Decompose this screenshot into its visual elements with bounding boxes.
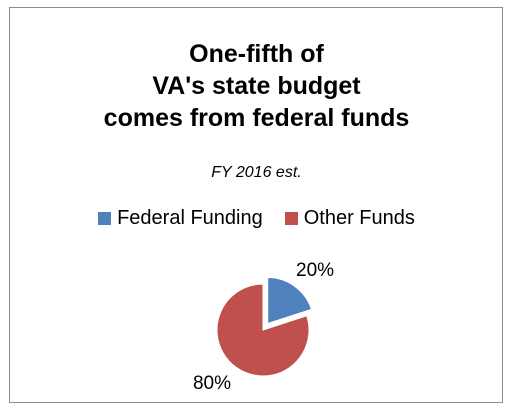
chart-subtitle: FY 2016 est. — [211, 164, 302, 181]
pie-slice-federal-funding — [267, 277, 313, 325]
chart-title-line-1: One-fifth of — [189, 40, 324, 68]
pie-slice-other-funds — [216, 283, 310, 377]
chart-title-line-3: comes from federal funds — [103, 104, 410, 132]
chart-title-line-2: VA's state budget — [152, 72, 361, 100]
legend-swatch-federal-funding — [98, 211, 112, 225]
legend-swatch-other-funds — [284, 211, 298, 225]
chart-title: One-fifth of VA's state budget comes fro… — [0, 38, 513, 134]
legend-item-federal-funding: Federal Funding — [98, 206, 263, 230]
chart-legend: Federal Funding Other Funds — [0, 206, 513, 230]
data-label-federal-funding: 20% — [296, 260, 334, 281]
data-label-other-funds: 80% — [193, 373, 231, 394]
legend-label-other-funds: Other Funds — [303, 207, 415, 229]
legend-item-other-funds: Other Funds — [284, 206, 415, 230]
legend-label-federal-funding: Federal Funding — [117, 207, 263, 229]
